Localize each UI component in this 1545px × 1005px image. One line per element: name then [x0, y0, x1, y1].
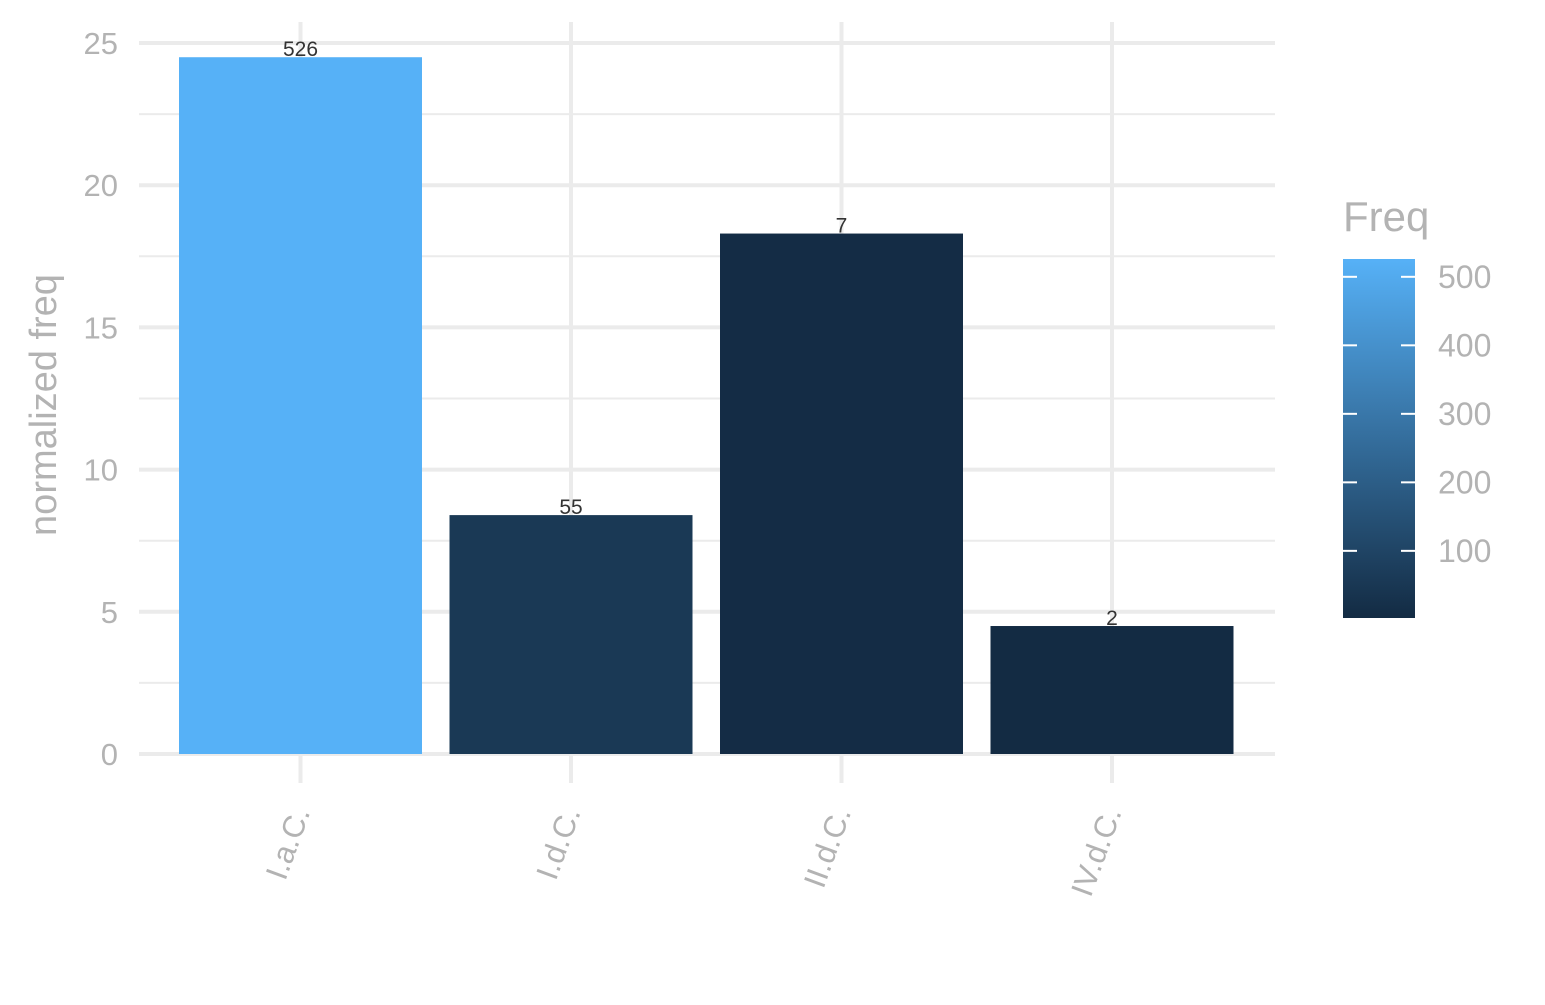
bar-I.a.C.	[179, 57, 422, 755]
x-tick-label: II.d.C.	[797, 802, 858, 892]
legend-title: Freq	[1343, 193, 1429, 240]
legend-tick-label: 300	[1438, 396, 1491, 432]
legend-ticks: 100 200 300 400 500	[1343, 259, 1491, 569]
y-tick-label: 10	[84, 453, 118, 488]
y-tick-label: 0	[101, 737, 118, 772]
legend-tick-label: 200	[1438, 464, 1491, 500]
y-axis-tick-labels: 0 5 10 15 20 25	[84, 26, 118, 772]
bars	[179, 57, 1234, 755]
bar-value-label: 2	[1106, 607, 1118, 630]
y-axis-title: normalized freq	[23, 274, 65, 536]
y-tick-label: 5	[101, 595, 118, 630]
legend-tick-label: 500	[1438, 259, 1491, 295]
legend-tick-label: 100	[1438, 533, 1491, 569]
y-tick-label: 25	[84, 26, 118, 61]
bar-IV.d.C.	[990, 626, 1234, 754]
bar-value-label: 526	[283, 38, 318, 61]
bar-II.d.C.	[720, 233, 963, 755]
bar-value-label: 7	[836, 215, 848, 238]
y-tick-label: 15	[84, 310, 118, 345]
bar-value-label: 55	[559, 496, 582, 519]
x-tick-label: I.a.C.	[259, 802, 317, 884]
legend-tick-label: 400	[1438, 327, 1491, 363]
x-tick-label: I.d.C.	[529, 802, 587, 884]
bar-value-labels: 526 55 7 2	[283, 38, 1118, 630]
bar-I.d.C.	[449, 515, 693, 754]
legend-colorbar	[1343, 259, 1415, 618]
y-tick-label: 20	[84, 168, 118, 203]
x-tick-label: IV.d.C.	[1064, 802, 1128, 900]
x-axis-tick-labels: I.a.C. I.d.C. II.d.C. IV.d.C.	[259, 802, 1129, 900]
legend: Freq 100 200 300 400 500	[1343, 193, 1491, 618]
